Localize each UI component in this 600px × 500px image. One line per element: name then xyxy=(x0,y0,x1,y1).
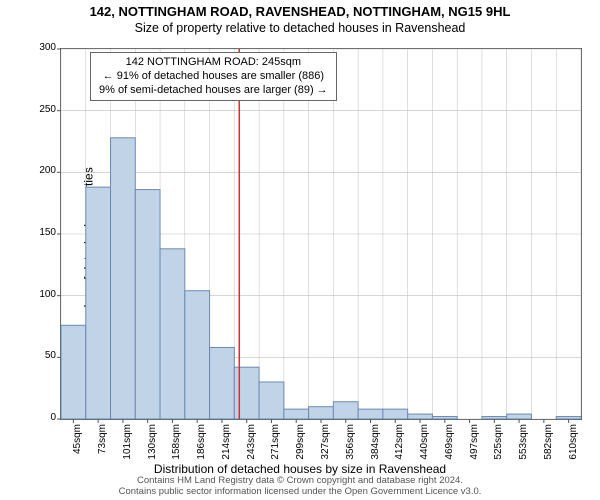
y-tick-label: 50 xyxy=(26,350,56,361)
plot-border xyxy=(60,48,582,420)
x-tick-label: 582sqm xyxy=(543,424,554,472)
x-tick-label: 610sqm xyxy=(568,424,579,472)
annotation-line2: ← 91% of detached houses are smaller (88… xyxy=(99,70,328,84)
chart-plot-wrap xyxy=(60,48,580,418)
footer-line1: Contains HM Land Registry data © Crown c… xyxy=(137,475,463,486)
chart-container: 142, NOTTINGHAM ROAD, RAVENSHEAD, NOTTIN… xyxy=(0,0,600,500)
footer-attribution: Contains HM Land Registry data © Crown c… xyxy=(119,476,482,498)
x-tick-label: 497sqm xyxy=(469,424,480,472)
annotation-line3: 9% of semi-detached houses are larger (8… xyxy=(99,84,328,98)
x-tick-label: 525sqm xyxy=(493,424,504,472)
y-tick-label: 100 xyxy=(26,289,56,300)
y-tick-label: 300 xyxy=(26,42,56,53)
annotation-line1: 142 NOTTINGHAM ROAD: 245sqm xyxy=(99,56,328,70)
x-tick-label: 73sqm xyxy=(97,424,108,472)
x-axis-label: Distribution of detached houses by size … xyxy=(154,462,446,476)
y-tick-label: 150 xyxy=(26,227,56,238)
footer-line2: Contains public sector information licen… xyxy=(119,486,482,497)
title-subtitle: Size of property relative to detached ho… xyxy=(0,19,600,35)
x-tick-label: 45sqm xyxy=(72,424,83,472)
y-tick-label: 0 xyxy=(26,412,56,423)
x-tick-label: 101sqm xyxy=(122,424,133,472)
y-tick-label: 200 xyxy=(26,165,56,176)
y-tick-label: 250 xyxy=(26,104,56,115)
chart-svg xyxy=(61,49,581,419)
title-address: 142, NOTTINGHAM ROAD, RAVENSHEAD, NOTTIN… xyxy=(0,0,600,19)
annotation-box: 142 NOTTINGHAM ROAD: 245sqm ← 91% of det… xyxy=(90,52,337,101)
x-tick-label: 553sqm xyxy=(518,424,529,472)
